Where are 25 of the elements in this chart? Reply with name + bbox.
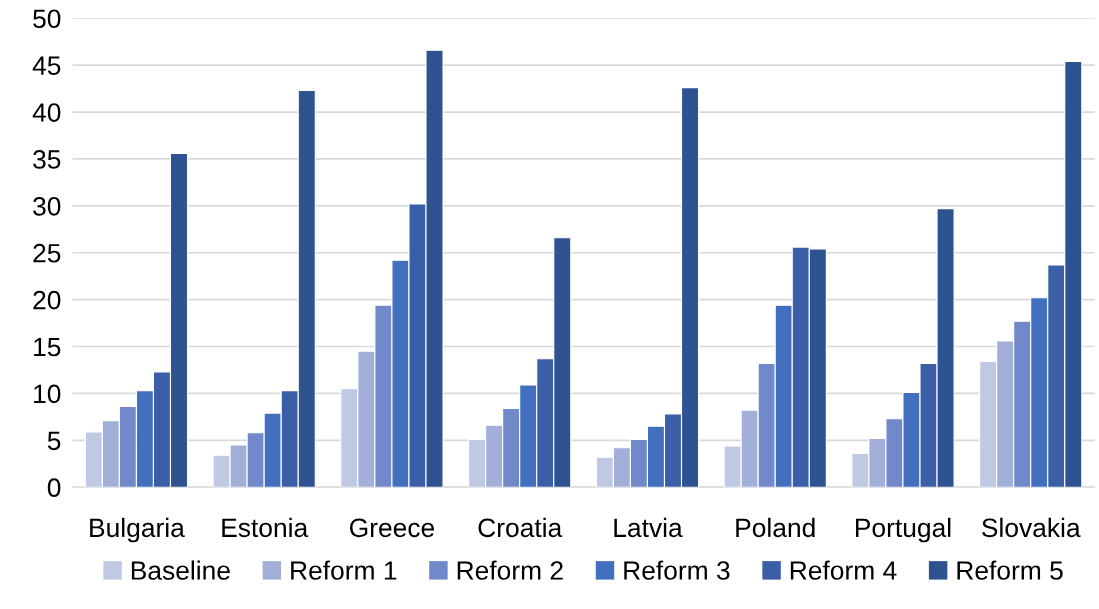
x-tick-label: Latvia	[614, 517, 683, 538]
y-tick-label: 30	[33, 196, 61, 216]
x-tick-label: Croatia	[478, 517, 563, 538]
x-tick-label: Slovakia	[982, 517, 1081, 538]
y-tick-label: 25	[33, 243, 61, 263]
x-tick-label: Estonia	[222, 517, 309, 538]
y-tick-label: 10	[34, 384, 61, 404]
x-tick-label: Portugal	[855, 517, 951, 543]
y-tick-label: 0	[47, 478, 61, 498]
x-tick-label: Bulgaria	[90, 517, 185, 543]
y-tick-label: 45	[32, 56, 61, 75]
y-tick-label: 35	[33, 150, 61, 169]
legend-label: Reform 5	[957, 560, 1063, 580]
legend-label: Reform 4	[790, 560, 897, 580]
x-tick-label: Poland	[736, 517, 815, 538]
legend-label: Reform 1	[291, 560, 397, 580]
y-tick-label: 50	[33, 9, 61, 29]
y-tick-label: 20	[33, 290, 61, 310]
x-tick-label: Greece	[349, 518, 435, 538]
y-tick-label: 40	[32, 103, 61, 122]
legend-label: Baseline	[131, 560, 230, 580]
y-tick-label: 15	[34, 337, 61, 357]
legend-label: Reform 3	[624, 560, 730, 580]
legend-label: Reform 2	[457, 560, 563, 580]
y-tick-label: 5	[47, 431, 61, 451]
